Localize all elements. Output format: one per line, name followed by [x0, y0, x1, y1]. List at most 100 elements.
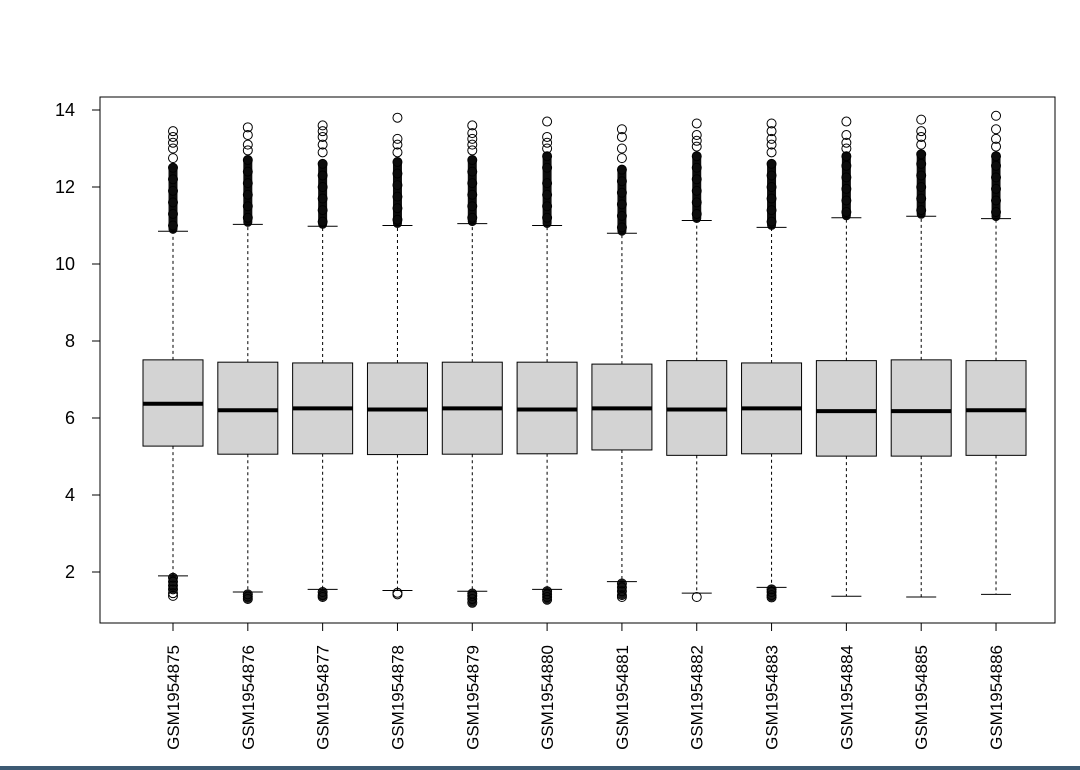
outlier-point	[392, 180, 403, 191]
outlier-point	[841, 183, 852, 194]
outlier-point	[991, 110, 1002, 121]
outlier-point	[542, 137, 553, 148]
outlier-point	[467, 139, 478, 150]
outlier-point	[916, 170, 927, 181]
outlier-point	[467, 593, 478, 604]
x-tick-label: GSM1954884	[837, 645, 856, 750]
box-GSM1954885	[890, 114, 952, 598]
x-tick-label: GSM1954879	[463, 645, 482, 750]
y-tick-label: 2	[65, 562, 75, 582]
outlier-point	[242, 155, 253, 166]
outlier-point	[317, 126, 328, 137]
x-tick-label: GSM1954878	[388, 645, 407, 750]
x-axis: GSM1954875 GSM1954876 GSM1954877 GSM1954878…	[164, 622, 1006, 750]
outlier-point	[841, 172, 852, 183]
outlier-point	[242, 189, 253, 200]
outlier-point	[242, 166, 253, 177]
outlier-point	[392, 214, 403, 225]
outlier-point	[542, 594, 553, 605]
outlier-point	[168, 590, 178, 601]
outlier-point	[916, 139, 927, 150]
x-tick-label: GSM1954875	[164, 645, 183, 750]
outlier-point	[766, 592, 777, 603]
outlier-point	[542, 178, 553, 189]
box-GSM1954886	[965, 110, 1027, 595]
y-tick-label: 10	[55, 254, 75, 274]
outlier-point	[317, 158, 328, 169]
outlier-point	[616, 131, 627, 142]
outlier-point	[168, 208, 178, 219]
outlier-point	[691, 592, 702, 603]
outlier-point	[691, 118, 702, 129]
outlier-point	[168, 197, 178, 208]
outlier-point	[616, 176, 627, 187]
outlier-point	[467, 155, 478, 166]
outlier-point	[168, 143, 178, 154]
outlier-point	[168, 220, 178, 231]
outlier-point	[841, 160, 852, 171]
outlier-point	[916, 114, 927, 125]
outlier-point	[242, 591, 253, 602]
outlier-point	[542, 201, 553, 212]
outlier-point	[392, 589, 403, 600]
outlier-point	[991, 160, 1002, 171]
outlier-point	[841, 116, 852, 127]
outlier-point	[916, 158, 927, 169]
outlier-point	[691, 141, 702, 152]
outlier-point	[766, 182, 777, 192]
outlier-point	[766, 170, 777, 181]
outlier-point	[766, 584, 777, 595]
outlier-point	[691, 197, 702, 208]
outlier-point	[691, 130, 702, 141]
outlier-point	[691, 162, 702, 173]
outlier-point	[542, 131, 553, 142]
y-tick-label: 12	[55, 177, 75, 197]
outlier-point	[317, 193, 328, 204]
outlier-point	[991, 151, 1002, 162]
outlier-point	[467, 597, 478, 608]
y-tick-label: 14	[55, 100, 75, 120]
outlier-point	[991, 207, 1002, 218]
outlier-point	[467, 166, 478, 177]
outlier-point	[691, 208, 702, 219]
outlier-point	[766, 147, 777, 158]
outlier-point	[317, 147, 328, 158]
outlier-point	[242, 130, 253, 141]
outlier-point	[616, 187, 627, 198]
x-tick-label: GSM1954886	[987, 645, 1006, 750]
outlier-point	[616, 124, 627, 135]
outlier-point	[766, 126, 777, 137]
x-tick-label: GSM1954880	[538, 645, 557, 750]
outlier-point	[616, 222, 627, 233]
box-GSM1954877	[292, 120, 354, 603]
outlier-point	[542, 151, 553, 162]
outlier-point	[542, 592, 553, 603]
outlier-point	[317, 131, 328, 142]
x-tick-label: GSM1954883	[763, 645, 782, 750]
outlier-point	[392, 191, 403, 202]
y-tick-label: 8	[65, 331, 75, 351]
outlier-point	[392, 168, 403, 179]
outlier-point	[467, 133, 478, 144]
outlier-point	[616, 586, 627, 597]
outlier-point	[317, 182, 328, 192]
outlier-point	[766, 193, 777, 204]
outlier-point	[467, 145, 478, 156]
outlier-point	[168, 576, 178, 587]
outlier-point	[168, 153, 178, 164]
outlier-point	[766, 133, 777, 144]
outlier-point	[766, 587, 777, 598]
box-GSM1954878	[366, 112, 428, 600]
outlier-point	[168, 572, 178, 583]
outlier-point	[542, 162, 553, 173]
outlier-point	[916, 131, 927, 142]
outlier-point	[168, 588, 178, 599]
outlier-point	[168, 162, 178, 173]
box-GSM1954884	[815, 116, 877, 597]
x-tick-label: GSM1954885	[912, 645, 931, 750]
outlier-point	[392, 156, 403, 167]
outlier-point	[691, 135, 702, 146]
outlier-point	[616, 210, 627, 221]
outlier-point	[168, 131, 178, 142]
outlier-point	[317, 205, 328, 216]
